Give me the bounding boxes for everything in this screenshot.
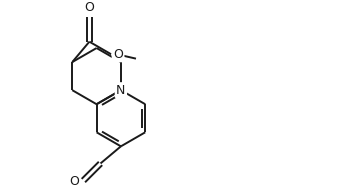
Text: O: O xyxy=(69,175,79,188)
Text: O: O xyxy=(84,1,94,14)
Text: N: N xyxy=(116,84,126,97)
Text: O: O xyxy=(113,48,123,61)
